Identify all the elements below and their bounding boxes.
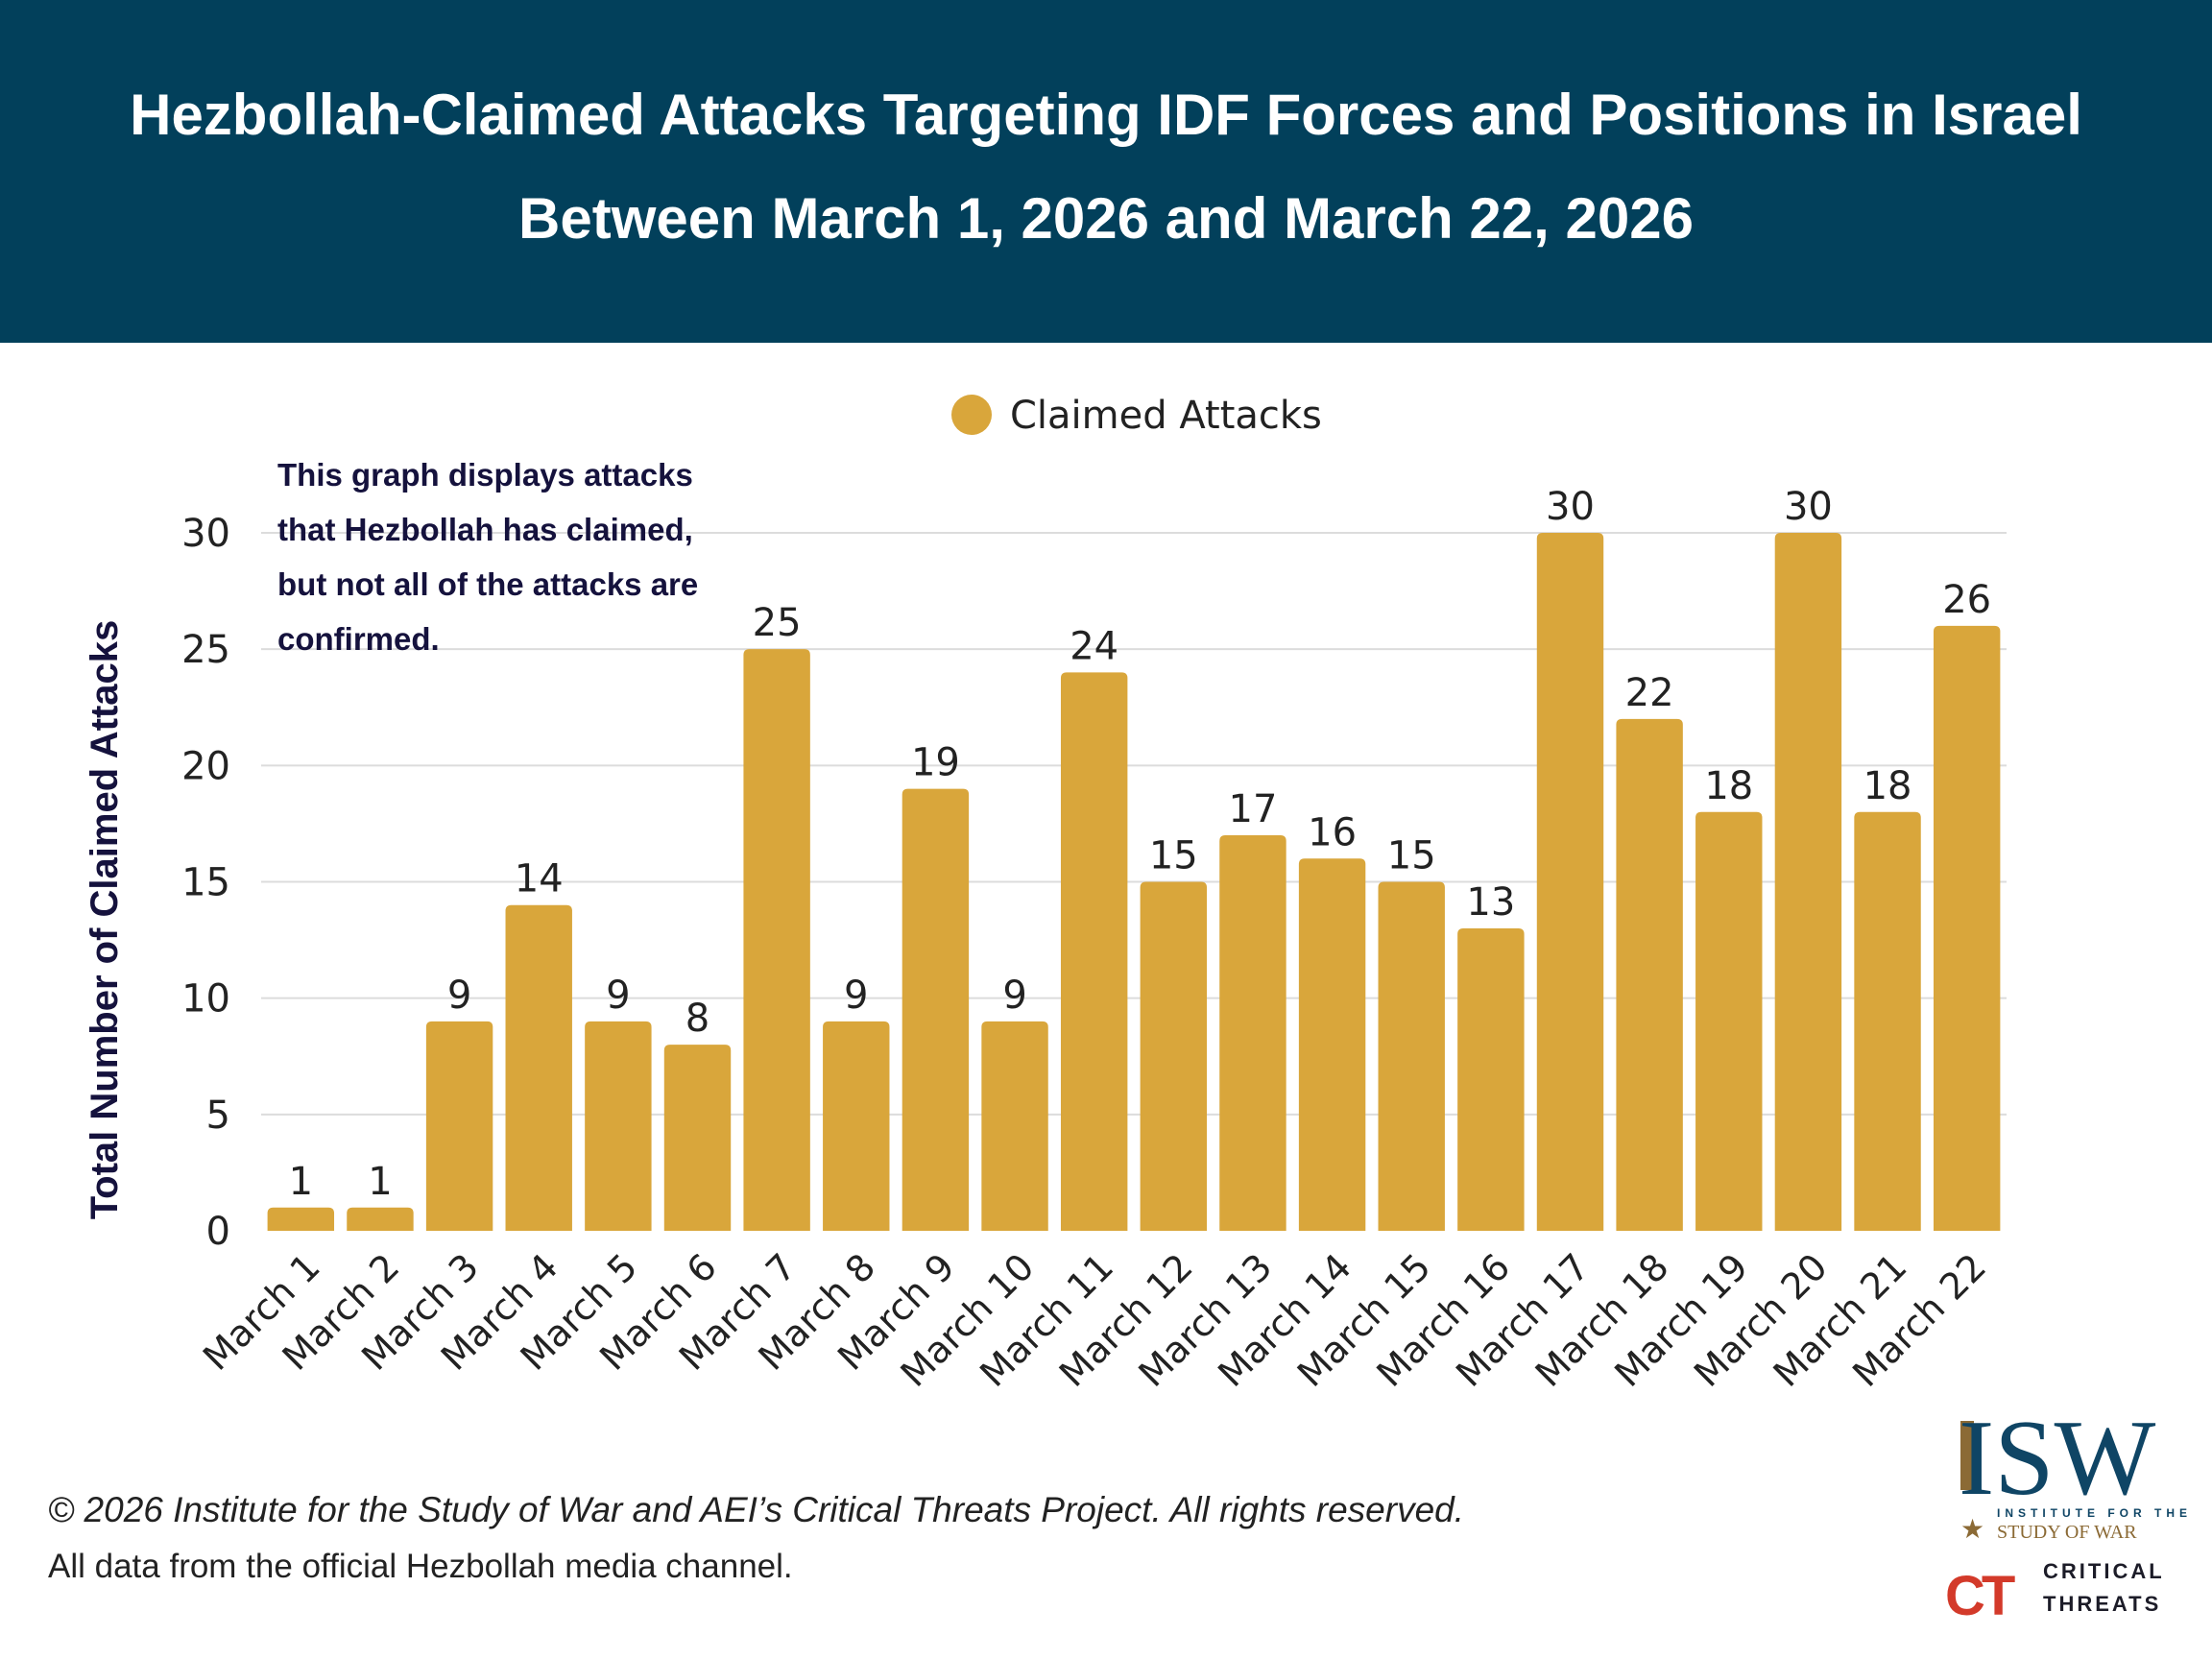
bar [347, 1207, 414, 1231]
data-label: 9 [606, 974, 630, 1018]
bar [425, 1021, 493, 1231]
chart-note: This graph displays attacks that Hezboll… [277, 457, 699, 657]
data-label: 14 [515, 857, 564, 902]
isw-logo: ISW INSTITUTE FOR THE STUDY OF WAR ★ [1959, 1402, 2192, 1544]
bar [585, 1021, 652, 1231]
data-label: 22 [1625, 671, 1674, 715]
copyright-text: © 2026 Institute for the Study of War an… [48, 1490, 1465, 1529]
bar [1774, 533, 1842, 1231]
isw-logo-bar [1960, 1421, 1974, 1490]
bar [663, 1045, 732, 1231]
bar [267, 1207, 335, 1231]
bar [505, 904, 572, 1231]
bar [981, 1021, 1048, 1231]
data-label: 15 [1387, 834, 1436, 878]
data-label: 16 [1308, 810, 1357, 854]
bar [1536, 533, 1604, 1231]
y-tick-label: 20 [181, 744, 230, 788]
data-label: 25 [753, 601, 802, 645]
bar [1219, 835, 1286, 1231]
bar [1933, 625, 2001, 1231]
bar [902, 788, 970, 1231]
legend-marker [951, 395, 992, 435]
y-tick-label: 0 [206, 1210, 230, 1254]
isw-logo-sub1: INSTITUTE FOR THE [1997, 1506, 2192, 1520]
header-banner: Hezbollah-Claimed Attacks Targeting IDF … [0, 0, 2212, 343]
data-label: 9 [844, 974, 868, 1018]
data-label: 9 [1002, 974, 1026, 1018]
source-text: All data from the official Hezbollah med… [48, 1548, 793, 1585]
data-label: 1 [289, 1160, 313, 1204]
bar [1140, 881, 1208, 1231]
bar [1298, 858, 1366, 1231]
bar [1695, 811, 1763, 1231]
data-label: 26 [1942, 578, 1991, 622]
ct-logo-mark: CT [1945, 1565, 2015, 1627]
legend-label: Claimed Attacks [1010, 394, 1322, 438]
data-label: 1 [368, 1160, 392, 1204]
isw-logo-sub2: STUDY OF WAR [1997, 1522, 2137, 1543]
y-axis-title: Total Number of Claimed Attacks [84, 620, 126, 1220]
critical-threats-logo: CT CRITICAL THREATS [1945, 1559, 2165, 1627]
data-label: 8 [685, 997, 709, 1041]
ct-logo-line2: THREATS [2043, 1592, 2161, 1616]
star-icon: ★ [1960, 1514, 1984, 1544]
y-tick-label: 15 [181, 861, 230, 905]
data-label: 18 [1704, 764, 1753, 808]
data-label: 19 [911, 741, 960, 785]
logos: ISW INSTITUTE FOR THE STUDY OF WAR ★ CT … [1945, 1402, 2192, 1627]
ct-logo-line1: CRITICAL [2043, 1559, 2165, 1583]
data-label: 17 [1229, 787, 1278, 831]
bar [1854, 811, 1921, 1231]
data-label: 15 [1149, 834, 1198, 878]
chart-title-line-2-row: Between March 1, 2026 and March 22, 2026 [0, 184, 2212, 253]
data-label: 24 [1070, 624, 1118, 668]
data-label: 30 [1546, 485, 1595, 529]
y-tick-label: 30 [181, 512, 230, 556]
y-tick-label: 5 [206, 1094, 230, 1138]
chart-title-line-1-row: Hezbollah-Claimed Attacks Targeting IDF … [0, 81, 2212, 150]
bar [743, 649, 810, 1231]
data-label: 13 [1466, 880, 1515, 925]
chart-title-line-1: Hezbollah-Claimed Attacks Targeting IDF … [130, 83, 2082, 147]
data-label: 9 [447, 974, 471, 1018]
bar [1378, 881, 1445, 1231]
data-label: 18 [1863, 764, 1912, 808]
bar [823, 1021, 890, 1231]
chart-title-line-2: Between March 1, 2026 and March 22, 2026 [518, 186, 1694, 251]
y-tick-label: 25 [181, 628, 230, 672]
bar [1060, 672, 1128, 1231]
bar [1457, 927, 1525, 1231]
isw-logo-text: ISW [1959, 1402, 2156, 1518]
data-label: 30 [1784, 485, 1833, 529]
bar [1616, 718, 1683, 1231]
y-tick-label: 10 [181, 977, 230, 1022]
